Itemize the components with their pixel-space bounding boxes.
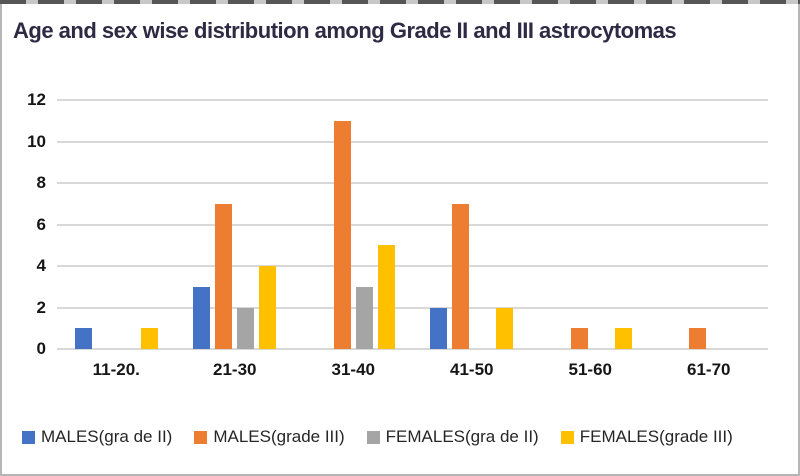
x-tick-label: 61-70 [687, 360, 731, 379]
y-tick-label: 10 [27, 131, 46, 151]
bar [430, 307, 448, 349]
bar [355, 286, 373, 349]
gridline-y0 [57, 348, 768, 350]
bar [215, 203, 233, 349]
x-tick-label: 21-30 [213, 360, 257, 379]
y-tick-label: 4 [36, 256, 46, 275]
gridline-y12 [57, 99, 768, 101]
bar [496, 307, 514, 349]
y-axis-labels: 0 2 4 6 8 10 12 [0, 90, 46, 358]
bar [237, 307, 255, 349]
y-tick-label: 2 [36, 297, 46, 317]
plot-area [57, 99, 768, 350]
legend-label: FEMALES(gra de II) [385, 427, 539, 446]
legend-entry: FEMALES(grade III) [560, 427, 733, 447]
legend-entry: MALES(gra de II) [22, 427, 172, 447]
y-tick-label: 8 [36, 173, 46, 192]
bar-group-21-30 [176, 100, 295, 349]
bar-group-31-40 [294, 100, 413, 349]
bar [333, 120, 351, 349]
bar [74, 328, 92, 349]
gridline-y8 [57, 182, 768, 184]
y-tick-label: 0 [36, 339, 46, 358]
x-axis-labels: 11-20. 21-30 31-40 41-50 51-60 61-70 [57, 360, 768, 380]
top-dashed-border [0, 0, 800, 4]
chart-title: Age and sex wise distribution among Grad… [13, 18, 677, 43]
legend-entry: MALES(grade III) [194, 427, 345, 447]
bar-group-51-60 [531, 100, 650, 349]
bar [193, 286, 211, 349]
x-tick-label: 51-60 [568, 360, 612, 379]
legend-swatch-icon [22, 430, 35, 444]
gridline-y4 [57, 265, 768, 267]
legend-label: FEMALES(grade III) [579, 427, 733, 446]
gridline-y2 [57, 306, 768, 309]
gridline-y10 [57, 140, 768, 143]
y-tick-label: 12 [27, 90, 46, 109]
legend-entry: FEMALES(gra de II) [366, 427, 539, 447]
x-tick-label: 11-20. [92, 360, 140, 379]
bar [259, 266, 277, 349]
x-tick-label: 41-50 [450, 360, 494, 379]
bar [140, 328, 158, 349]
y-tick-label: 6 [36, 214, 46, 234]
bar-group-11-20- [57, 100, 176, 349]
chart-legend: MALES(gra de II) MALES(grade III) FEMALES(… [22, 427, 782, 447]
bar-group-41-50 [413, 100, 532, 349]
legend-swatch-icon [366, 430, 380, 444]
bar [614, 328, 632, 349]
bar [570, 328, 588, 349]
legend-label: MALES(gra de II) [41, 427, 173, 446]
legend-swatch-icon [560, 430, 574, 444]
bar-group-61-70 [650, 100, 769, 349]
bar [452, 203, 470, 349]
bar [377, 245, 395, 349]
legend-swatch-icon [194, 430, 208, 444]
bar-groups [57, 100, 768, 349]
bar [689, 328, 707, 349]
legend-label: MALES(grade III) [213, 427, 345, 446]
gridline-y6 [57, 223, 768, 226]
x-tick-label: 31-40 [331, 360, 375, 379]
